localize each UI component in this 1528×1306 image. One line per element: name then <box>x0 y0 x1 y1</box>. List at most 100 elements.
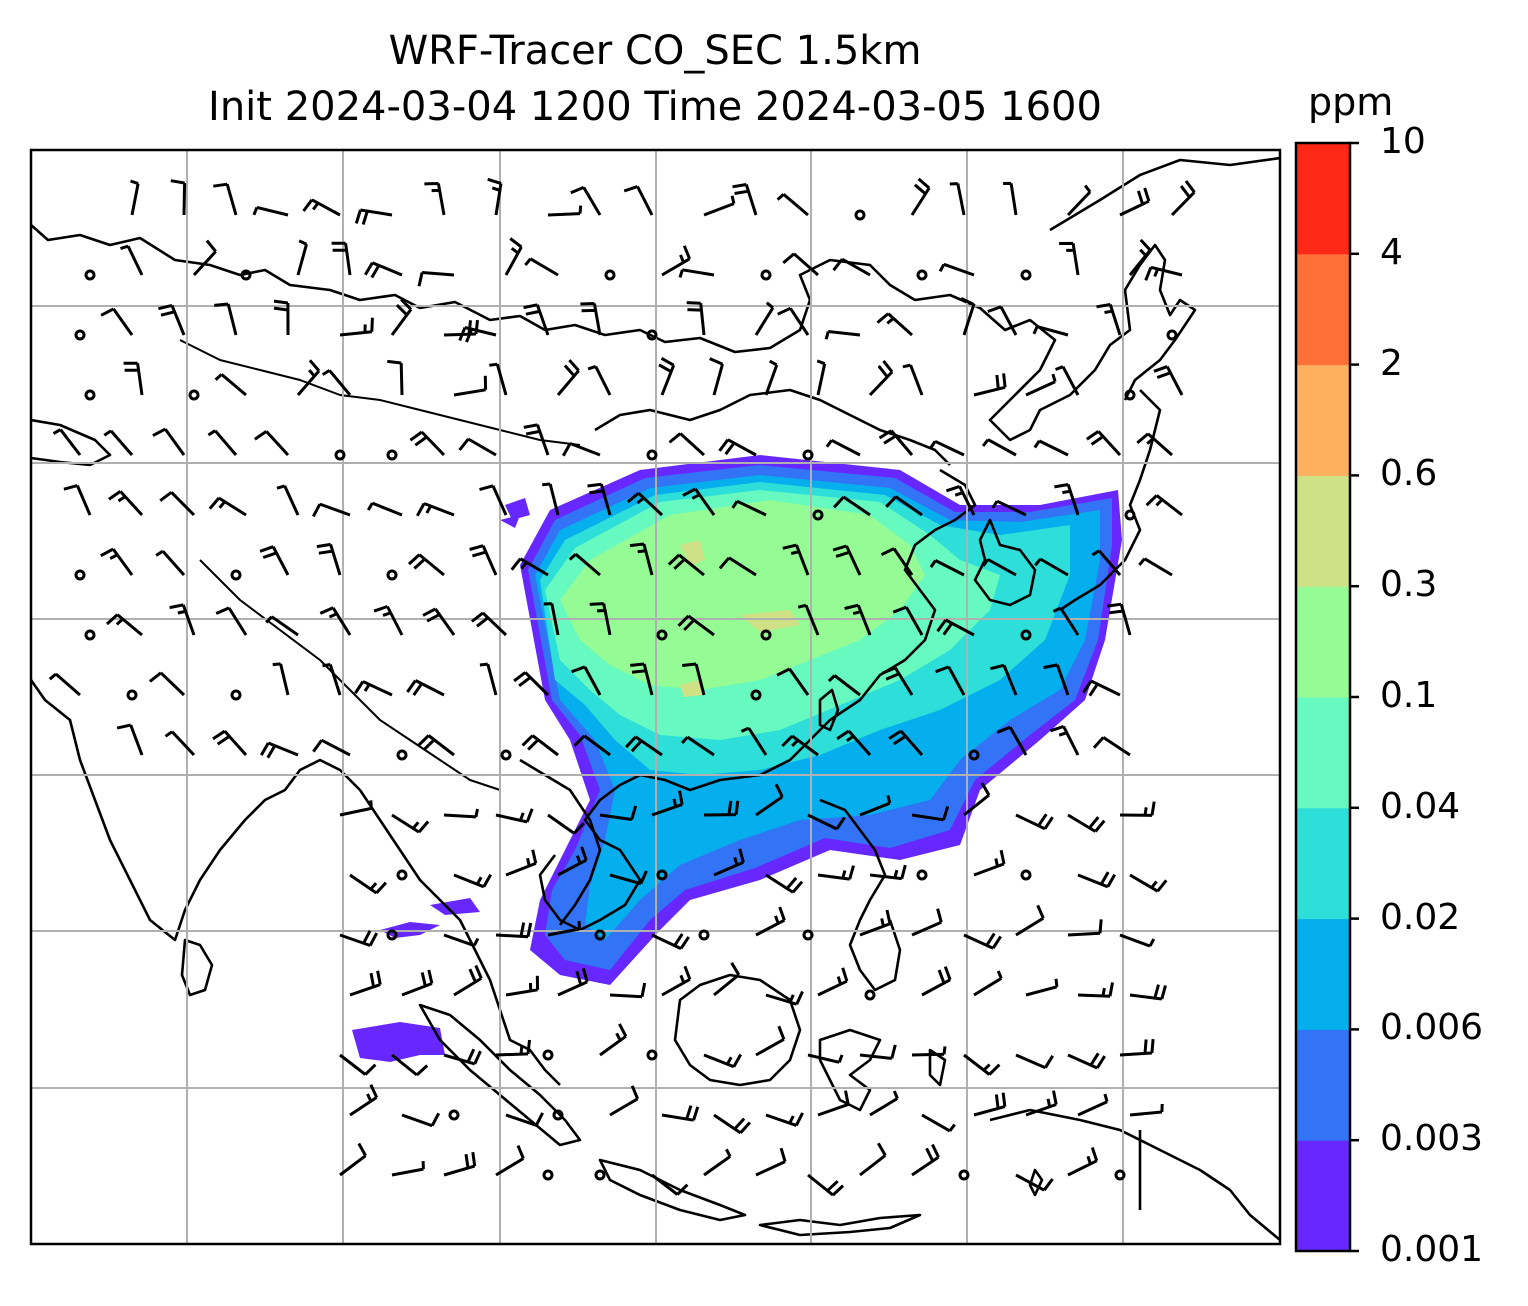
wind-barb <box>123 361 144 396</box>
wind-barb <box>921 1113 956 1133</box>
wind-barb <box>629 542 654 576</box>
wind-barb <box>401 1112 441 1128</box>
wind-barb <box>489 362 508 396</box>
wind-barb <box>677 614 715 637</box>
wind-barb <box>354 680 393 697</box>
wind-barb <box>630 662 654 696</box>
wind-barb <box>390 298 413 336</box>
wind-barb-calm <box>542 1049 554 1061</box>
wind-barb <box>973 849 1006 877</box>
wind-barb <box>561 442 601 457</box>
wind-barb <box>807 813 846 831</box>
wind-barb <box>755 906 786 937</box>
wind-barb <box>996 725 1028 756</box>
wind-barb <box>443 808 479 819</box>
coastline-sulawesi <box>818 1028 882 1112</box>
wind-barb <box>164 730 196 757</box>
wind-barb <box>703 1053 743 1069</box>
wind-barb <box>556 359 580 396</box>
coastline-southeast-asia <box>358 789 561 1086</box>
wind-barb <box>495 808 534 824</box>
wind-barb-calm <box>646 449 658 461</box>
wind-barb <box>703 195 736 217</box>
wind-barb <box>881 666 914 696</box>
wind-barb <box>557 967 589 997</box>
wind-barb <box>827 674 861 697</box>
wind-barb-calm <box>916 869 928 881</box>
wind-barb-calm <box>812 509 824 521</box>
wind-barb-calm <box>656 629 668 641</box>
wind-barb <box>1129 873 1168 893</box>
wind-barb <box>732 183 758 216</box>
wind-barb <box>510 557 549 577</box>
coastline-china-east <box>538 468 977 932</box>
wind-barb <box>155 549 186 576</box>
wind-barb <box>321 369 352 396</box>
wind-barb <box>797 603 820 636</box>
wind-barb <box>469 544 498 576</box>
wind-barb <box>929 439 965 457</box>
wind-barb <box>703 1148 732 1177</box>
wind-barb <box>443 1048 482 1066</box>
wind-barb <box>682 662 706 696</box>
wind-barb <box>782 252 819 277</box>
wind-barb <box>1067 813 1106 833</box>
wind-barb <box>1096 303 1122 336</box>
wind-barb <box>1067 919 1103 937</box>
coastline-central <box>594 388 951 466</box>
wind-barb <box>364 261 403 279</box>
wind-barb <box>543 602 560 636</box>
wind-barb <box>973 1092 1007 1117</box>
wind-barb <box>63 484 92 516</box>
wind-barb-calm <box>1166 329 1178 341</box>
wind-barb <box>1119 1038 1155 1057</box>
coastline-islands-south <box>758 1213 922 1237</box>
wind-barb <box>443 319 479 337</box>
colorbar-tick-label: 0.3 <box>1380 564 1438 606</box>
wind-barb-calm <box>760 629 772 641</box>
wind-barb <box>651 1173 689 1196</box>
wind-barb-calm <box>74 329 86 341</box>
wind-barb <box>963 932 1002 950</box>
wind-barb <box>1145 494 1183 517</box>
wind-barb <box>880 547 914 576</box>
wind-barb <box>1033 439 1069 457</box>
wind-barb <box>740 726 768 756</box>
wind-barb <box>1054 365 1080 396</box>
wind-barb <box>354 208 393 225</box>
wind-barb <box>1136 432 1173 457</box>
wind-barb <box>52 428 82 456</box>
coastline-sri-lanka <box>180 938 214 997</box>
map-panel <box>31 150 1280 1244</box>
wind-barb <box>391 1161 425 1177</box>
wind-barb <box>703 800 740 817</box>
wind-barb <box>296 359 321 396</box>
wind-barb-calm <box>864 989 876 1001</box>
wind-barb <box>453 375 488 397</box>
wind-barb <box>911 908 943 937</box>
wind-barb <box>981 438 1017 457</box>
wind-barb <box>911 1046 947 1057</box>
wind-barb <box>513 671 550 697</box>
wind-barb <box>911 1143 940 1177</box>
wind-barb-calm <box>552 1109 564 1121</box>
wind-barb <box>651 933 690 950</box>
wind-barb-calm <box>386 449 398 461</box>
coastline-new-guinea <box>989 1108 1280 1241</box>
wind-barb <box>159 491 196 517</box>
wind-barb <box>339 800 373 817</box>
wind-barb <box>573 734 611 757</box>
coastline-sumatra <box>418 1003 582 1147</box>
wind-barb <box>626 492 664 517</box>
wind-barb <box>973 373 1007 397</box>
wind-barb <box>120 244 144 276</box>
wind-barb <box>524 257 559 277</box>
wind-barb <box>1077 871 1117 889</box>
wind-barbs <box>48 177 1196 1197</box>
wind-barb <box>339 930 379 947</box>
wind-barb <box>781 734 819 757</box>
wind-barb <box>668 432 706 457</box>
wind-barb <box>458 326 497 343</box>
wind-barb-calm <box>802 449 814 461</box>
